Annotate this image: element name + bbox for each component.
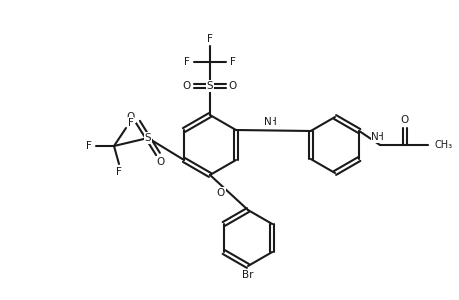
Text: F: F xyxy=(184,57,190,67)
Text: O: O xyxy=(127,112,135,122)
Text: F: F xyxy=(116,167,122,177)
Text: O: O xyxy=(400,115,408,125)
Text: F: F xyxy=(128,118,134,128)
Text: S: S xyxy=(145,133,151,143)
Text: O: O xyxy=(157,157,165,167)
Text: S: S xyxy=(206,81,213,91)
Text: H: H xyxy=(269,116,277,127)
Text: O: O xyxy=(183,81,190,91)
Text: CH₃: CH₃ xyxy=(434,140,452,150)
Text: F: F xyxy=(86,141,92,151)
Text: Br: Br xyxy=(242,270,253,280)
Text: F: F xyxy=(230,57,235,67)
Text: F: F xyxy=(207,34,213,44)
Text: N: N xyxy=(264,116,272,127)
Text: N: N xyxy=(370,132,378,142)
Text: O: O xyxy=(216,188,224,197)
Text: O: O xyxy=(229,81,236,91)
Text: H: H xyxy=(375,132,383,142)
